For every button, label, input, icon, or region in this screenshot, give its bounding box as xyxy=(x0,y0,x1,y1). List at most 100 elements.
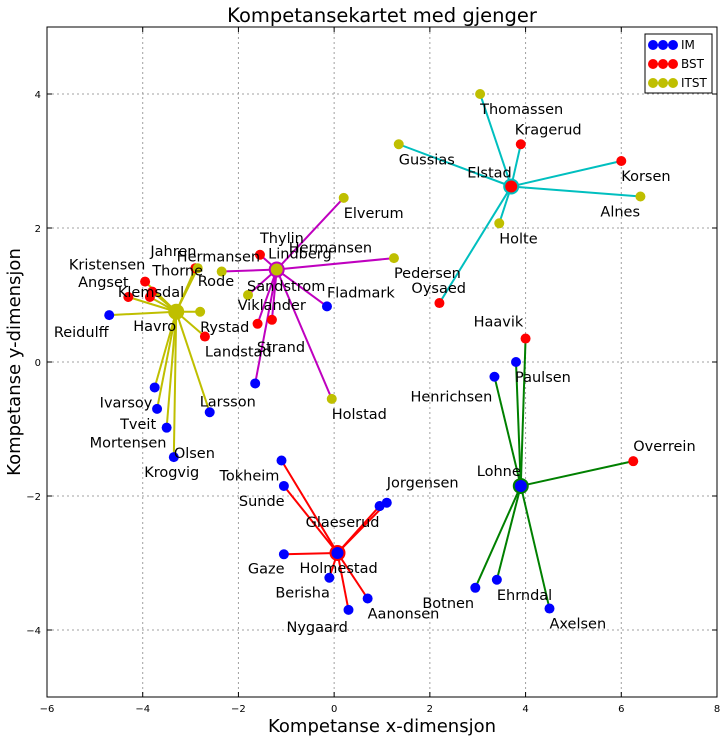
label-olsen: Olsen xyxy=(174,446,215,462)
edge-oysaed xyxy=(438,185,513,304)
edge-holstad xyxy=(275,269,333,400)
label-landstad: Landstad xyxy=(205,345,272,361)
legend-marker xyxy=(668,59,678,69)
legend-marker xyxy=(648,40,658,50)
label-thylin: Thylin xyxy=(259,231,304,247)
label-pedersen: Pedersen xyxy=(394,266,461,282)
point-strand xyxy=(266,314,277,325)
x-tick-label: 6 xyxy=(618,704,624,715)
point-botnen xyxy=(470,582,481,593)
label-sunde: Sunde xyxy=(239,494,285,510)
edge-ivarsoy xyxy=(153,311,178,388)
label-kragerud: Kragerud xyxy=(515,122,582,138)
label-viklander: Viklander xyxy=(238,298,306,314)
x-tick-label: 8 xyxy=(714,704,720,715)
y-tick-label: −2 xyxy=(26,492,41,503)
center-holmestad xyxy=(329,544,346,561)
legend-marker xyxy=(658,40,668,50)
edge-alnes xyxy=(511,185,641,198)
label-overrein: Overrein xyxy=(633,439,695,455)
point-angset xyxy=(123,292,134,303)
point-haavik xyxy=(520,333,531,344)
label-gaze: Gaze xyxy=(248,561,285,577)
label-thorne: Thorne xyxy=(151,264,203,280)
label-henrichsen: Henrichsen xyxy=(410,390,492,406)
label-elverum: Elverum xyxy=(344,206,404,222)
point-ivarsoy xyxy=(149,382,160,393)
edge-gaze xyxy=(283,551,338,556)
point-thomassen xyxy=(475,89,486,99)
label-ivarsoy: Ivarsoy xyxy=(100,395,153,411)
x-tick-label: −4 xyxy=(135,704,150,715)
label-ehrndal: Ehrndal xyxy=(497,588,552,604)
label-haavik: Haavik xyxy=(474,315,524,331)
point-lindberg xyxy=(250,378,261,389)
point-thylin xyxy=(254,249,265,260)
edge-sunde xyxy=(283,485,339,554)
edge-elverum xyxy=(275,197,345,271)
edge-lindberg xyxy=(254,269,278,384)
label-rode: Rode xyxy=(198,274,234,290)
legend-marker xyxy=(658,59,668,69)
edge-viklander xyxy=(256,269,278,325)
x-tick-label: −6 xyxy=(40,704,55,715)
label-aanonsen: Aanonsen xyxy=(368,607,440,623)
label-krogvig: Krogvig xyxy=(144,465,199,481)
edge-tokheim xyxy=(280,459,339,554)
point-axelsen xyxy=(544,603,555,614)
label-reidulff: Reidulff xyxy=(54,325,110,341)
point-olsen xyxy=(168,452,179,463)
point-nygaard xyxy=(343,604,354,615)
edge-jorgensen xyxy=(336,501,388,554)
point-larsson xyxy=(204,407,215,418)
label-paulsen: Paulsen xyxy=(515,370,571,386)
y-tick-label: −4 xyxy=(26,626,41,637)
data-points xyxy=(104,89,646,615)
edge-haavik xyxy=(519,338,527,486)
point-henrichsen xyxy=(489,371,500,382)
y-tick-label: 2 xyxy=(35,224,41,235)
x-tick-label: −2 xyxy=(231,704,246,715)
center-hermansen xyxy=(268,261,285,278)
x-axis-label: Kompetanse x-dimensjon xyxy=(268,716,496,737)
point-tveit xyxy=(152,403,163,414)
point-landstad xyxy=(199,331,210,342)
x-tick-label: 4 xyxy=(522,704,528,715)
point-holte xyxy=(494,218,505,229)
point-holstad xyxy=(326,393,337,404)
center-havro xyxy=(168,303,185,320)
y-tick-label: 0 xyxy=(35,358,41,369)
label-glaeserud: Glaeserud xyxy=(306,515,380,531)
label-fladmark: Fladmark xyxy=(327,285,395,301)
edge-fladmark xyxy=(276,268,328,308)
point-alnes xyxy=(635,191,646,202)
label-jahren: Jahren xyxy=(149,244,196,260)
label-larsson: Larsson xyxy=(200,394,256,410)
point-aanonsen xyxy=(362,593,373,604)
edge-gussias xyxy=(398,143,512,188)
point-rystad xyxy=(195,306,206,317)
label-korsen: Korsen xyxy=(621,169,670,185)
edge-nygaard xyxy=(336,552,350,611)
legend-marker xyxy=(648,78,658,88)
edge-rode xyxy=(175,267,199,313)
label-botnen: Botnen xyxy=(422,596,474,612)
edge-henrichsen xyxy=(493,376,522,487)
point-klemsdal xyxy=(144,292,155,303)
label-sandstrom: Sandstrom xyxy=(247,279,325,295)
point-hermansen xyxy=(216,266,227,277)
point-oysaed xyxy=(434,298,445,309)
point-kristensen xyxy=(140,276,151,287)
point-fladmark xyxy=(321,301,332,312)
center-lohne xyxy=(512,477,529,494)
point-gussias xyxy=(393,139,404,150)
label-axelsen: Axelsen xyxy=(550,617,607,633)
label-nygaard: Nygaard xyxy=(287,620,348,636)
label-angset: Angset xyxy=(78,275,129,291)
edge-thomassen xyxy=(479,93,513,187)
legend-label-bst: BST xyxy=(681,57,705,71)
label-gussias: Gussias xyxy=(399,152,455,168)
point-ehrndal xyxy=(491,574,502,585)
point-viklander xyxy=(252,318,263,329)
